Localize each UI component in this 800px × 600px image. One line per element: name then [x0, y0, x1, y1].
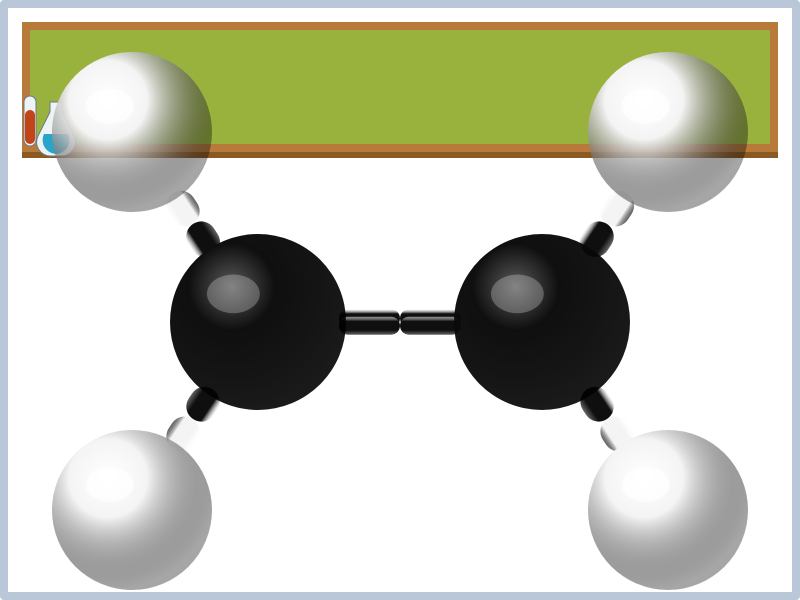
atom-c [170, 234, 346, 410]
molecule-ethene [0, 0, 800, 600]
atom-h [52, 430, 212, 590]
atom-layer [52, 52, 748, 590]
atom-h [588, 52, 748, 212]
bond-C1-C2 [400, 317, 461, 335]
atom-c [454, 234, 630, 410]
atom-h [52, 52, 212, 212]
slide [0, 0, 800, 600]
bond-C1-C2 [339, 317, 400, 335]
atom-h [588, 430, 748, 590]
